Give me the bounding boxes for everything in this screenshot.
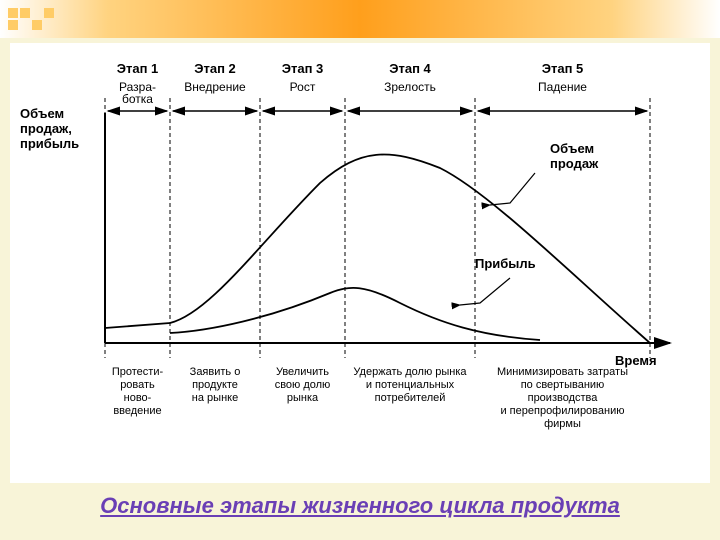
- stage-description: на рынке: [192, 392, 238, 404]
- stage-description: Протести-: [112, 366, 164, 378]
- stage-description: рынка: [287, 392, 319, 404]
- stage-description: и перепрофилированию: [500, 405, 624, 417]
- sales-label: Объем: [550, 141, 594, 156]
- profit-label: Прибыль: [475, 256, 536, 271]
- sales-label: продаж: [550, 156, 599, 171]
- y-axis-label: прибыль: [20, 136, 79, 151]
- stage-description: Удержать долю рынка: [353, 366, 467, 378]
- y-axis-label: Объем: [20, 106, 64, 121]
- stage-number: Этап 5: [542, 61, 584, 76]
- stage-number: Этап 3: [282, 61, 324, 76]
- stage-name: ботка: [122, 92, 153, 106]
- chart-container: Объемпродаж,прибыльВремяЭтап 1Разра-ботк…: [10, 43, 710, 483]
- stage-name: Внедрение: [184, 80, 246, 94]
- decorative-squares: [0, 0, 100, 38]
- stage-name: Рост: [290, 80, 316, 94]
- stage-description: введение: [113, 405, 161, 417]
- lifecycle-chart: Объемпродаж,прибыльВремяЭтап 1Разра-ботк…: [10, 43, 710, 483]
- stage-description: ново-: [124, 392, 152, 404]
- slide-title: Основные этапы жизненного цикла продукта: [0, 483, 720, 519]
- top-gradient-border: [0, 0, 720, 38]
- stage-name: Падение: [538, 80, 587, 94]
- stage-description: Минимизировать затраты: [497, 366, 628, 378]
- y-axis-label: продаж,: [20, 121, 72, 136]
- stage-number: Этап 1: [117, 61, 159, 76]
- stage-description: Увеличить: [276, 366, 329, 378]
- stage-description: Заявить о: [190, 366, 241, 378]
- stage-description: фирмы: [544, 418, 581, 430]
- stage-description: потребителей: [375, 392, 446, 404]
- profit-curve: [170, 288, 540, 340]
- stage-description: и потенциальных: [366, 379, 455, 391]
- stage-description: по свертыванию: [521, 379, 605, 391]
- stage-name: Зрелость: [384, 80, 436, 94]
- stage-description: ровать: [120, 379, 155, 391]
- stage-number: Этап 4: [389, 61, 431, 76]
- stage-description: производства: [528, 392, 599, 404]
- sales-pointer: [490, 173, 535, 205]
- stage-description: свою долю: [275, 379, 331, 391]
- stage-number: Этап 2: [194, 61, 236, 76]
- sales-curve: [105, 154, 650, 343]
- profit-pointer: [460, 278, 510, 305]
- stage-description: продукте: [192, 379, 238, 391]
